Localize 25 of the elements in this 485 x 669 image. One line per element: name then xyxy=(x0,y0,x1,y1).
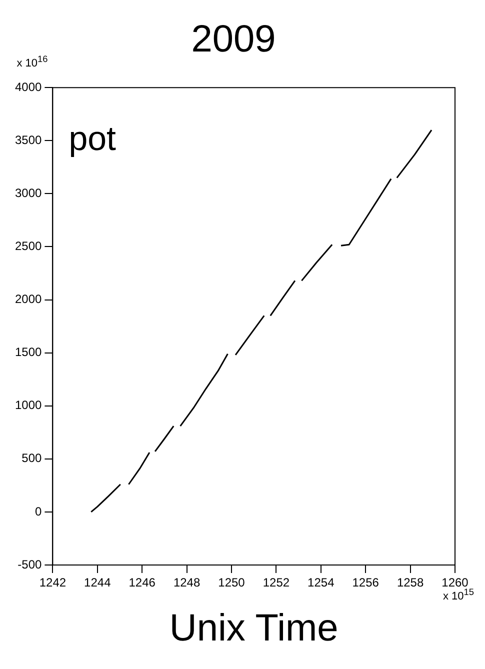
x-tick-label: 1246 xyxy=(128,576,156,590)
y-tick-label: 500 xyxy=(22,451,42,466)
x-tick-label: 1250 xyxy=(218,576,246,590)
y-tick-label: 1500 xyxy=(14,345,42,360)
y-tick-label: 3000 xyxy=(14,186,42,200)
annotation: pot xyxy=(68,120,117,158)
y-tick-label: 1000 xyxy=(14,398,42,412)
x-tick-label: 1260 xyxy=(442,576,469,590)
y-tick-label: 2000 xyxy=(14,292,42,306)
x-tick-label: 1256 xyxy=(352,576,380,590)
x-tick-label: 1258 xyxy=(396,576,424,590)
x-tick-label: 1244 xyxy=(84,576,112,590)
x-tick-label: 1248 xyxy=(173,576,200,590)
text: x 10$^{16}$ xyxy=(16,54,48,70)
x-tick-label: 1254 xyxy=(308,576,335,590)
x-axis-title: Unix Time xyxy=(169,608,338,650)
y-tick-label: 2500 xyxy=(14,239,42,254)
y-tick-label: 3500 xyxy=(14,132,42,147)
x-tick-label: 1242 xyxy=(39,576,66,590)
x-tick-label: 1252 xyxy=(262,576,290,590)
y-tick-label: 0 xyxy=(35,504,42,518)
chart-title: 2009 xyxy=(191,18,276,60)
text: x 10$^{15}$ xyxy=(443,587,474,603)
y-tick-label: 4000 xyxy=(14,80,42,94)
y-tick-label: -500 xyxy=(18,557,42,572)
